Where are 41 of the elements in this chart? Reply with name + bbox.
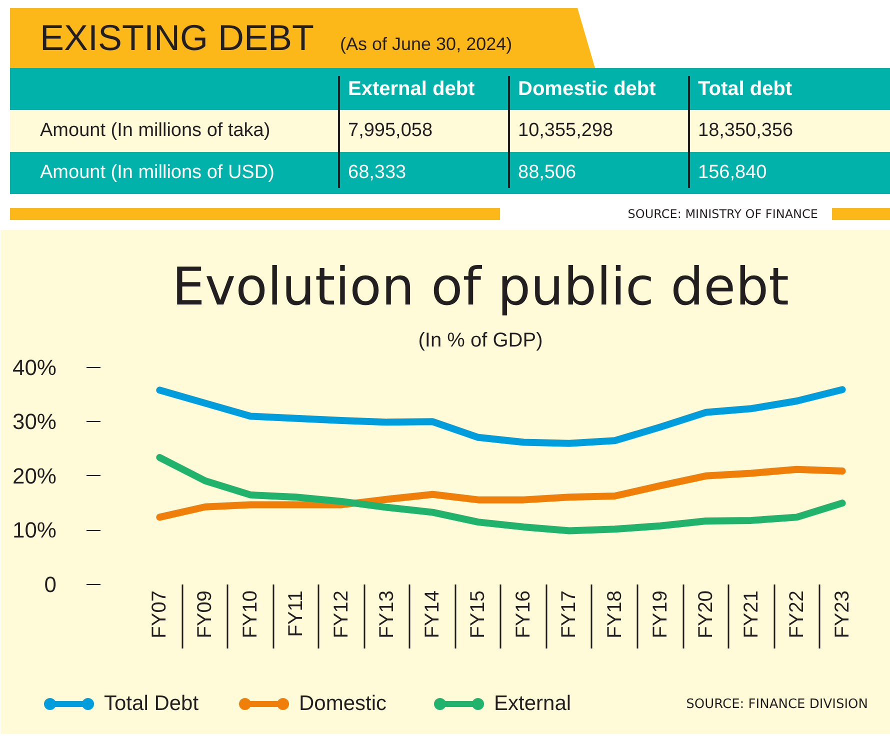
legend-label: Domestic [299,691,387,717]
category-label: Domestic debt [518,77,656,102]
x-tick-label: FY09 [194,590,216,638]
x-tick-label: FY19 [649,590,672,638]
y-tick-label: 40% [12,354,57,380]
y-tick-label: 10% [12,518,57,543]
category-label: External debt [348,77,475,102]
x-tick-label: FY07 [148,590,171,638]
x-tick-label: FY20 [694,590,717,638]
x-tick-label: FY21 [740,590,762,638]
y-tick-label: 20% [12,463,57,488]
category-label: Total debt [698,77,792,102]
y-tick-label: 30% [12,409,57,434]
data-label: 88,506 [518,161,576,185]
text: EXISTING DEBT [40,16,314,60]
x-tick-label: FY18 [604,590,626,638]
x-tick-label: FY11 [285,590,308,637]
data-label: 156,840 [698,161,767,185]
legend-label: Total Debt [104,691,199,717]
x-tick-label: FY22 [786,590,808,638]
text: (As of June 30, 2024) [340,33,512,56]
source-note: SOURCE: FINANCE DIVISION [686,696,868,714]
data-label: 18,350,356 [698,119,794,143]
series-label: Amount (In millions of USD) [40,161,274,185]
data-label: 7,995,058 [348,119,433,143]
data-label: 68,333 [348,161,406,185]
x-tick-label: FY17 [558,590,580,638]
y-tick-label: 0 [44,572,57,597]
x-tick-label: FY10 [240,590,262,638]
chart-subtitle: (In % of GDP) [418,330,543,352]
x-tick-label: FY14 [422,590,444,638]
x-tick-label: FY23 [831,590,854,638]
source-note: SOURCE: MINISTRY OF FINANCE [628,206,818,223]
x-tick-label: FY13 [376,590,398,638]
series-label: Amount (In millions of taka) [40,119,270,143]
x-tick-label: FY16 [512,590,535,638]
chart-title: Evolution of public debt [172,258,790,318]
x-tick-label: FY12 [330,590,353,638]
legend-label: External [494,691,572,717]
data-label: 10,355,298 [518,119,614,143]
x-tick-label: FY15 [467,590,490,638]
